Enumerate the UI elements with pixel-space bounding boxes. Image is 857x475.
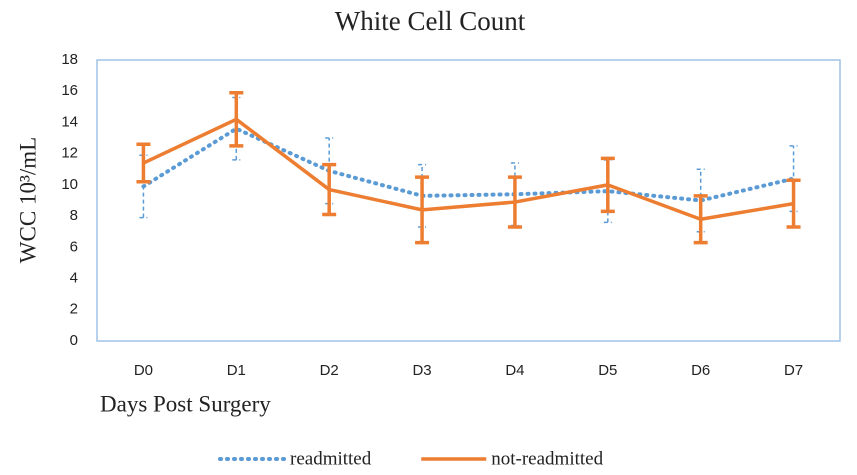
x-tick-label: D1 — [227, 362, 246, 379]
series-line — [141, 126, 796, 203]
legend-label: not-readmitted — [491, 448, 603, 469]
y-tick-label: 0 — [70, 332, 78, 349]
x-tick-label: D6 — [691, 362, 710, 379]
y-tick-label: 8 — [70, 207, 78, 224]
y-tick-label: 10 — [61, 176, 78, 193]
error-bar — [786, 178, 801, 229]
x-axis-title: Days Post Surgery — [100, 391, 271, 416]
x-tick-label: D0 — [134, 362, 153, 379]
y-tick-label: 18 — [61, 51, 78, 68]
x-tick-label: D2 — [320, 362, 339, 379]
series-line — [142, 117, 794, 221]
y-tick-label: 4 — [70, 270, 78, 287]
x-tick-label: D3 — [412, 362, 431, 379]
y-tick-label: 6 — [70, 238, 78, 255]
y-axis-title: WCC 10³/mL — [15, 137, 40, 263]
x-tick-label: D5 — [598, 362, 617, 379]
y-tick-label: 16 — [61, 82, 78, 99]
x-tick-label: D4 — [505, 362, 524, 379]
chart-title: White Cell Count — [335, 6, 526, 36]
y-tick-label: 14 — [61, 113, 78, 130]
y-tick-label: 12 — [61, 145, 78, 162]
plot-frame — [96, 59, 841, 342]
y-tick-label: 2 — [70, 301, 78, 318]
legend-label: readmitted — [290, 448, 372, 469]
x-tick-label: D7 — [784, 362, 803, 379]
